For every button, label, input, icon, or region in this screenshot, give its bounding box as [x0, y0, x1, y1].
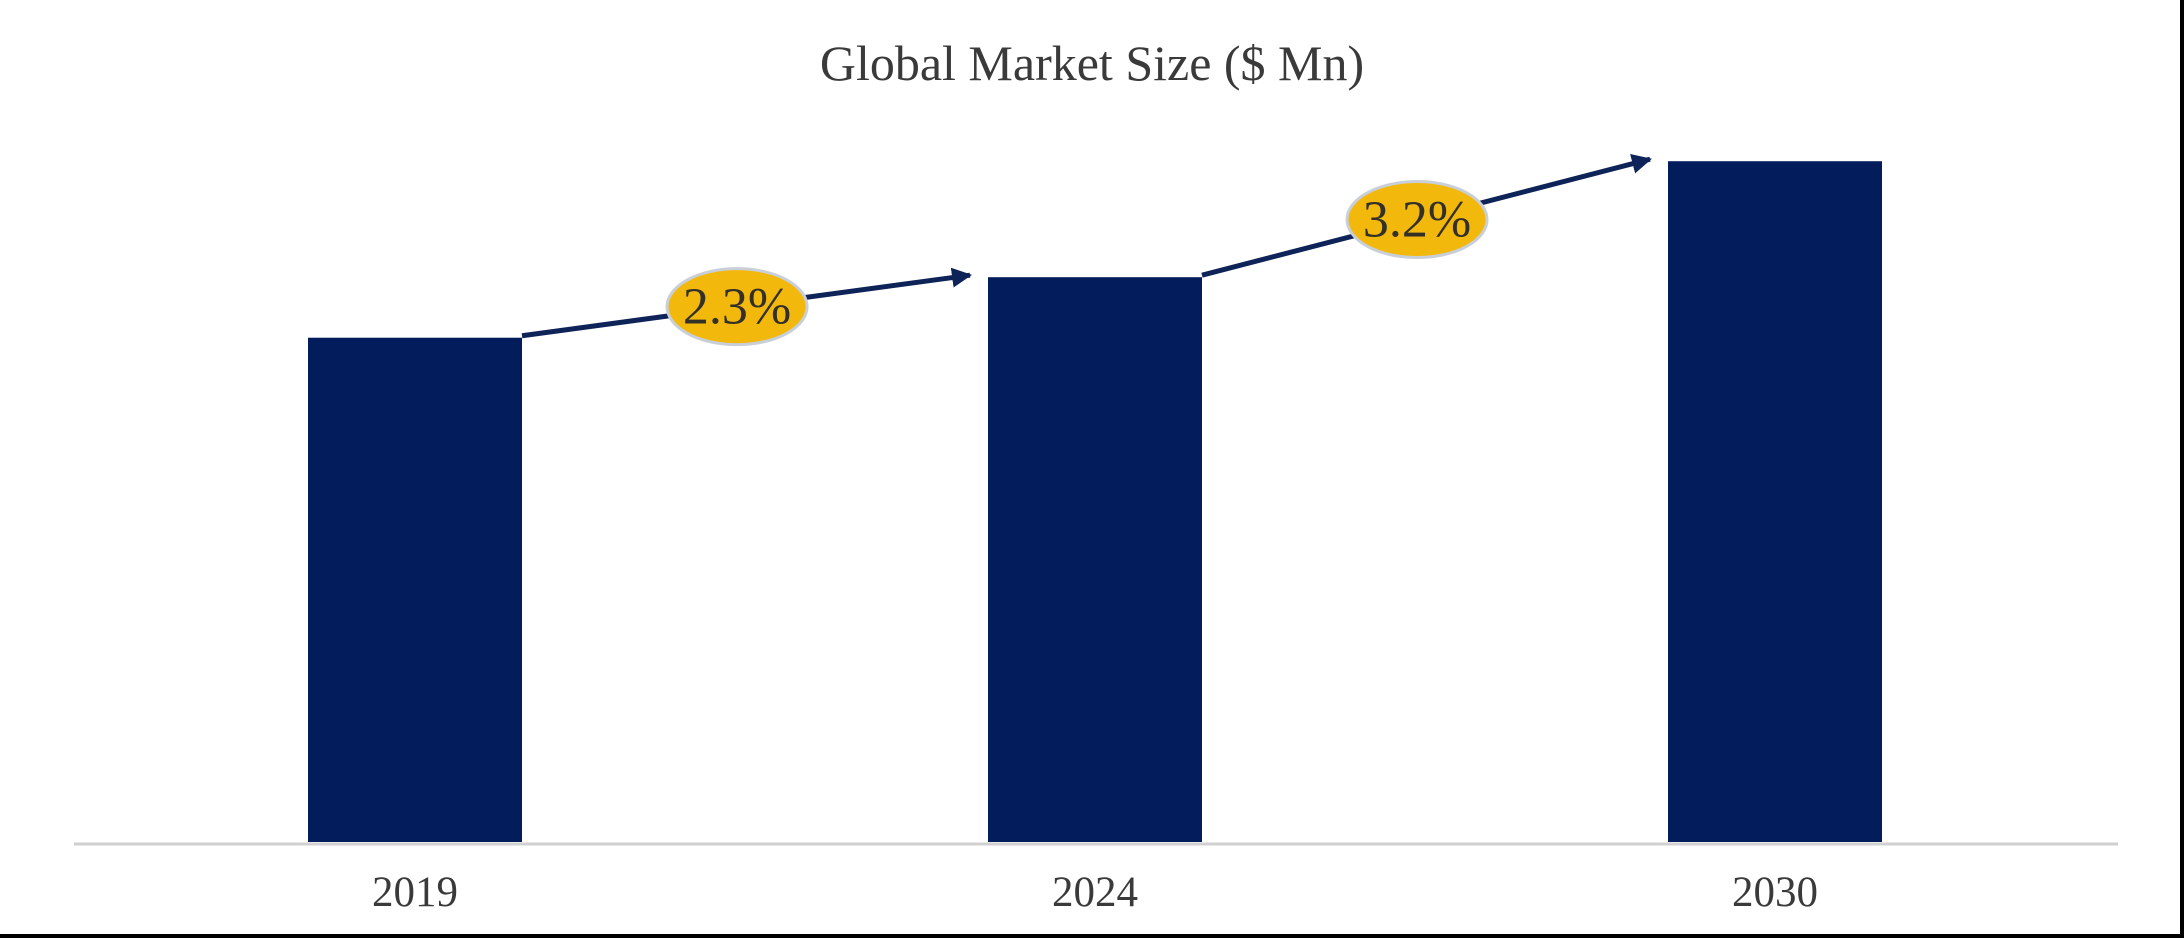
chart-title: Global Market Size ($ Mn): [820, 35, 1364, 91]
bar-2030: [1668, 161, 1882, 842]
growth-badge-2024-2030: [1345, 180, 1489, 260]
growth-label-2024-2030: 3.2%: [1363, 192, 1471, 249]
x-tick-label-2024: 2024: [1052, 869, 1138, 916]
growth-badge-2019-2024: [665, 267, 809, 347]
bar-2019: [308, 337, 522, 842]
growth-label-2019-2024: 2.3%: [683, 279, 791, 336]
x-tick-label-2030: 2030: [1732, 869, 1818, 916]
bar-2024: [988, 277, 1202, 842]
x-tick-label-2019: 2019: [372, 869, 458, 916]
